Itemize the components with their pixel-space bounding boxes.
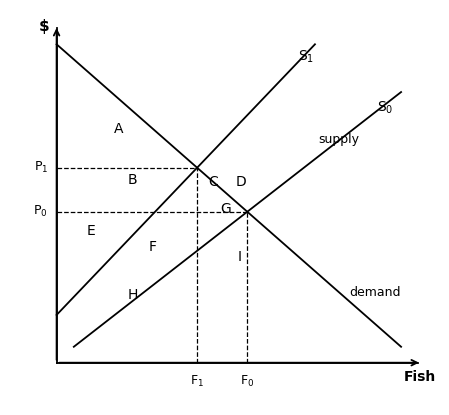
Text: F: F [149, 240, 157, 254]
Text: I: I [237, 250, 241, 264]
Text: C: C [208, 175, 218, 189]
Text: F$_1$: F$_1$ [190, 374, 204, 389]
Text: supply: supply [318, 133, 359, 146]
Text: S$_1$: S$_1$ [298, 48, 314, 65]
Text: F$_0$: F$_0$ [240, 374, 255, 389]
Text: D: D [236, 175, 246, 189]
Text: S$_0$: S$_0$ [377, 99, 393, 115]
Text: $: $ [39, 19, 50, 34]
Text: demand: demand [349, 286, 401, 299]
Text: P$_0$: P$_0$ [33, 204, 48, 219]
Text: P$_1$: P$_1$ [34, 160, 48, 175]
Text: G: G [220, 202, 231, 216]
Text: Fish: Fish [404, 370, 436, 384]
Text: H: H [127, 288, 137, 302]
Text: E: E [87, 225, 96, 238]
Text: A: A [114, 122, 123, 137]
Text: B: B [128, 173, 137, 188]
